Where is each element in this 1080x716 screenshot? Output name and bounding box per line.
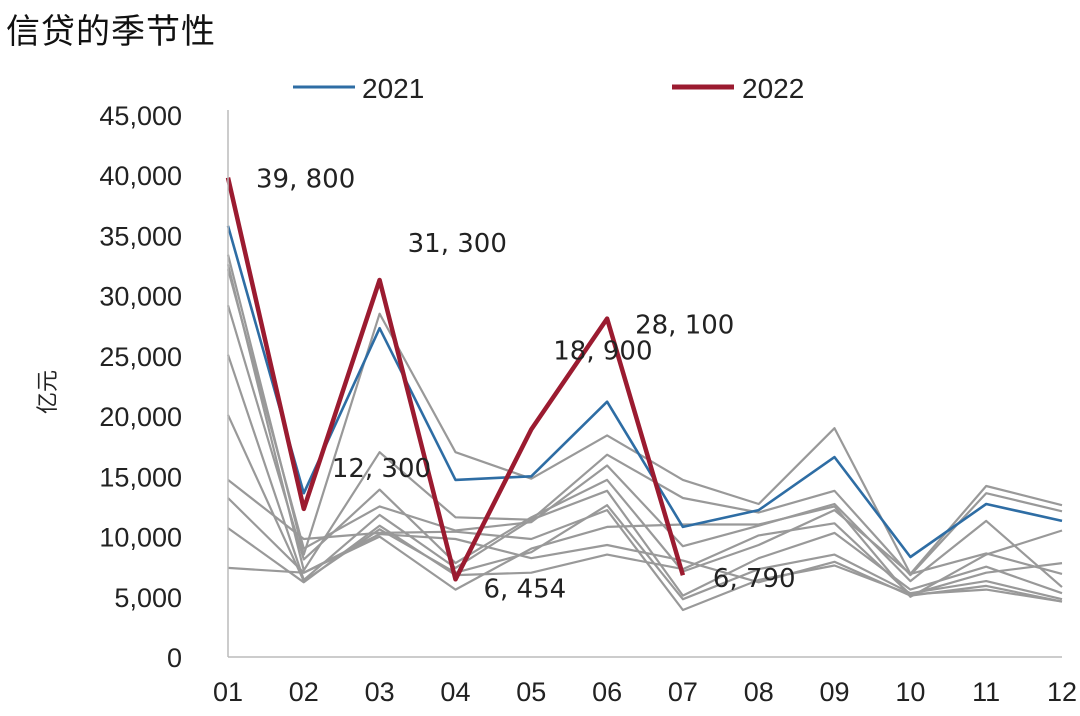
y-tick-label: 30,000 (99, 282, 182, 312)
y-tick-label: 35,000 (99, 221, 182, 251)
x-tick-label: 07 (668, 677, 698, 707)
series-line-historical (227, 522, 1063, 596)
y-tick-label: 40,000 (99, 161, 182, 191)
y-axis-label: 亿元 (36, 370, 61, 414)
data-label-03: 31, 300 (408, 229, 507, 259)
series-line-historical (226, 354, 1063, 597)
y-tick-labels: 0 5,000 10,000 15,000 20,000 25,000 30,000 35,0… (99, 101, 182, 673)
data-label-01: 39, 800 (256, 165, 355, 195)
y-tick-label: 20,000 (99, 402, 182, 432)
series-line-2021 (226, 225, 1063, 559)
chart-title: 信贷的季节性 (6, 12, 216, 52)
x-tick-label: 01 (213, 677, 243, 707)
data-label-02: 12, 300 (332, 454, 431, 484)
y-tick-label: 25,000 (99, 342, 182, 372)
data-label-05: 18, 900 (553, 336, 652, 366)
x-tick-labels: 01 02 03 04 05 06 07 08 09 10 11 12 (213, 677, 1077, 707)
y-tick-label: 45,000 (99, 101, 182, 131)
x-tick-label: 02 (289, 677, 319, 707)
series-line-2022 (225, 177, 686, 582)
y-tick-label: 15,000 (99, 462, 182, 492)
x-tick-label: 05 (516, 677, 546, 707)
x-tick-label: 04 (440, 677, 470, 707)
series-line-historical (226, 264, 1063, 577)
x-tick-label: 08 (744, 677, 774, 707)
background-series-group (226, 254, 1063, 612)
highlight-series-group (225, 177, 1063, 582)
x-tick-label: 06 (592, 677, 622, 707)
axes-group (227, 110, 1062, 658)
data-label-04: 6, 454 (483, 574, 566, 604)
x-tick-label: 11 (972, 677, 1000, 707)
x-tick-label: 09 (820, 677, 850, 707)
y-tick-label: 10,000 (99, 523, 182, 553)
legend-label-2021: 2021 (362, 73, 424, 104)
x-tick-label: 03 (365, 677, 395, 707)
legend: 2021 2022 (293, 73, 804, 104)
y-tick-label: 5,000 (114, 583, 182, 613)
series-line-historical (227, 533, 1063, 603)
data-label-06: 28, 100 (635, 311, 734, 341)
x-tick-label: 12 (1047, 677, 1077, 707)
x-tick-label: 10 (895, 677, 925, 707)
y-tick-label: 0 (167, 643, 182, 673)
data-label-07: 6, 790 (713, 564, 796, 594)
legend-label-2022: 2022 (742, 73, 804, 104)
